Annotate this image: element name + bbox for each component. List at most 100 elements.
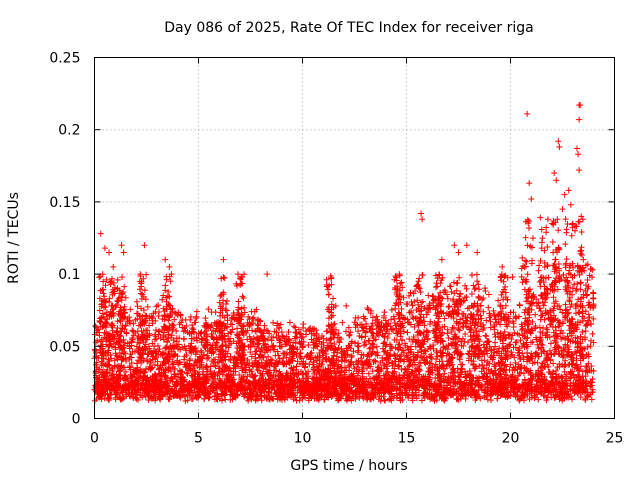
data-point bbox=[515, 313, 522, 320]
data-point bbox=[114, 392, 121, 399]
data-point bbox=[388, 391, 395, 398]
data-point bbox=[397, 386, 404, 393]
data-point bbox=[181, 361, 188, 368]
data-point bbox=[181, 356, 188, 363]
data-point bbox=[181, 343, 188, 350]
data-point bbox=[120, 315, 127, 322]
data-point bbox=[568, 396, 575, 403]
data-point bbox=[219, 371, 226, 378]
data-point bbox=[235, 363, 242, 370]
data-point bbox=[257, 389, 264, 396]
data-point bbox=[399, 390, 406, 397]
data-point bbox=[211, 319, 218, 326]
data-point bbox=[212, 328, 219, 335]
data-point bbox=[401, 372, 408, 379]
data-point bbox=[320, 335, 327, 342]
data-point bbox=[292, 324, 299, 331]
data-point bbox=[432, 361, 439, 368]
data-point bbox=[321, 377, 328, 384]
data-point bbox=[218, 391, 225, 398]
data-point bbox=[584, 369, 591, 376]
data-point bbox=[187, 313, 194, 320]
data-point bbox=[483, 333, 490, 340]
data-point bbox=[413, 368, 420, 375]
data-point bbox=[294, 346, 301, 353]
data-point bbox=[398, 383, 405, 390]
data-point bbox=[576, 374, 583, 381]
data-point bbox=[589, 266, 596, 273]
data-point bbox=[543, 397, 550, 404]
data-point bbox=[181, 378, 188, 385]
data-point bbox=[375, 332, 382, 339]
data-point bbox=[365, 370, 372, 377]
data-point bbox=[127, 371, 134, 378]
data-point bbox=[508, 349, 515, 356]
data-point bbox=[305, 341, 312, 348]
data-point bbox=[516, 347, 523, 354]
data-point bbox=[352, 324, 359, 331]
data-point bbox=[248, 353, 255, 360]
data-point bbox=[292, 340, 299, 347]
data-point bbox=[567, 368, 574, 375]
data-point bbox=[370, 358, 377, 365]
data-point bbox=[521, 286, 528, 293]
data-point bbox=[470, 360, 477, 367]
data-point bbox=[251, 343, 258, 350]
data-point bbox=[150, 381, 157, 388]
data-point bbox=[380, 393, 387, 400]
data-point bbox=[426, 300, 433, 307]
data-point bbox=[310, 358, 317, 365]
data-point bbox=[507, 353, 514, 360]
data-point bbox=[139, 392, 146, 399]
data-point bbox=[477, 312, 484, 319]
data-point bbox=[318, 374, 325, 381]
data-point bbox=[303, 331, 310, 338]
data-point bbox=[341, 357, 348, 364]
data-point bbox=[172, 383, 179, 390]
data-point bbox=[292, 329, 299, 336]
data-point bbox=[188, 387, 195, 394]
data-point bbox=[379, 354, 386, 361]
data-point bbox=[410, 290, 417, 297]
data-point bbox=[535, 267, 542, 274]
data-point bbox=[568, 371, 575, 378]
data-point bbox=[523, 367, 530, 374]
data-point bbox=[222, 396, 229, 403]
data-point bbox=[228, 329, 235, 336]
data-point bbox=[259, 371, 266, 378]
data-point bbox=[550, 294, 557, 301]
data-point bbox=[467, 320, 474, 327]
data-point bbox=[276, 355, 283, 362]
data-point bbox=[448, 369, 455, 376]
data-point bbox=[128, 359, 135, 366]
data-point bbox=[584, 291, 591, 298]
data-point bbox=[441, 315, 448, 322]
data-point bbox=[572, 348, 579, 355]
data-point bbox=[203, 362, 210, 369]
data-point bbox=[456, 295, 463, 302]
data-point bbox=[541, 316, 548, 323]
data-point bbox=[395, 375, 402, 382]
data-point bbox=[426, 383, 433, 390]
data-point bbox=[480, 365, 487, 372]
data-point bbox=[469, 385, 476, 392]
data-point bbox=[476, 363, 483, 370]
data-point bbox=[247, 349, 254, 356]
data-point bbox=[515, 361, 522, 368]
data-point bbox=[448, 328, 455, 335]
data-point bbox=[447, 391, 454, 398]
data-point bbox=[430, 345, 437, 352]
data-point bbox=[269, 375, 276, 382]
data-point bbox=[518, 321, 525, 328]
data-point bbox=[273, 367, 280, 374]
data-point bbox=[520, 354, 527, 361]
data-point bbox=[273, 334, 280, 341]
data-point bbox=[177, 312, 184, 319]
data-point bbox=[162, 378, 169, 385]
data-point bbox=[265, 343, 272, 350]
data-point bbox=[584, 343, 591, 350]
data-point bbox=[265, 353, 272, 360]
data-point bbox=[155, 328, 162, 335]
data-point bbox=[187, 343, 194, 350]
data-point bbox=[494, 348, 501, 355]
